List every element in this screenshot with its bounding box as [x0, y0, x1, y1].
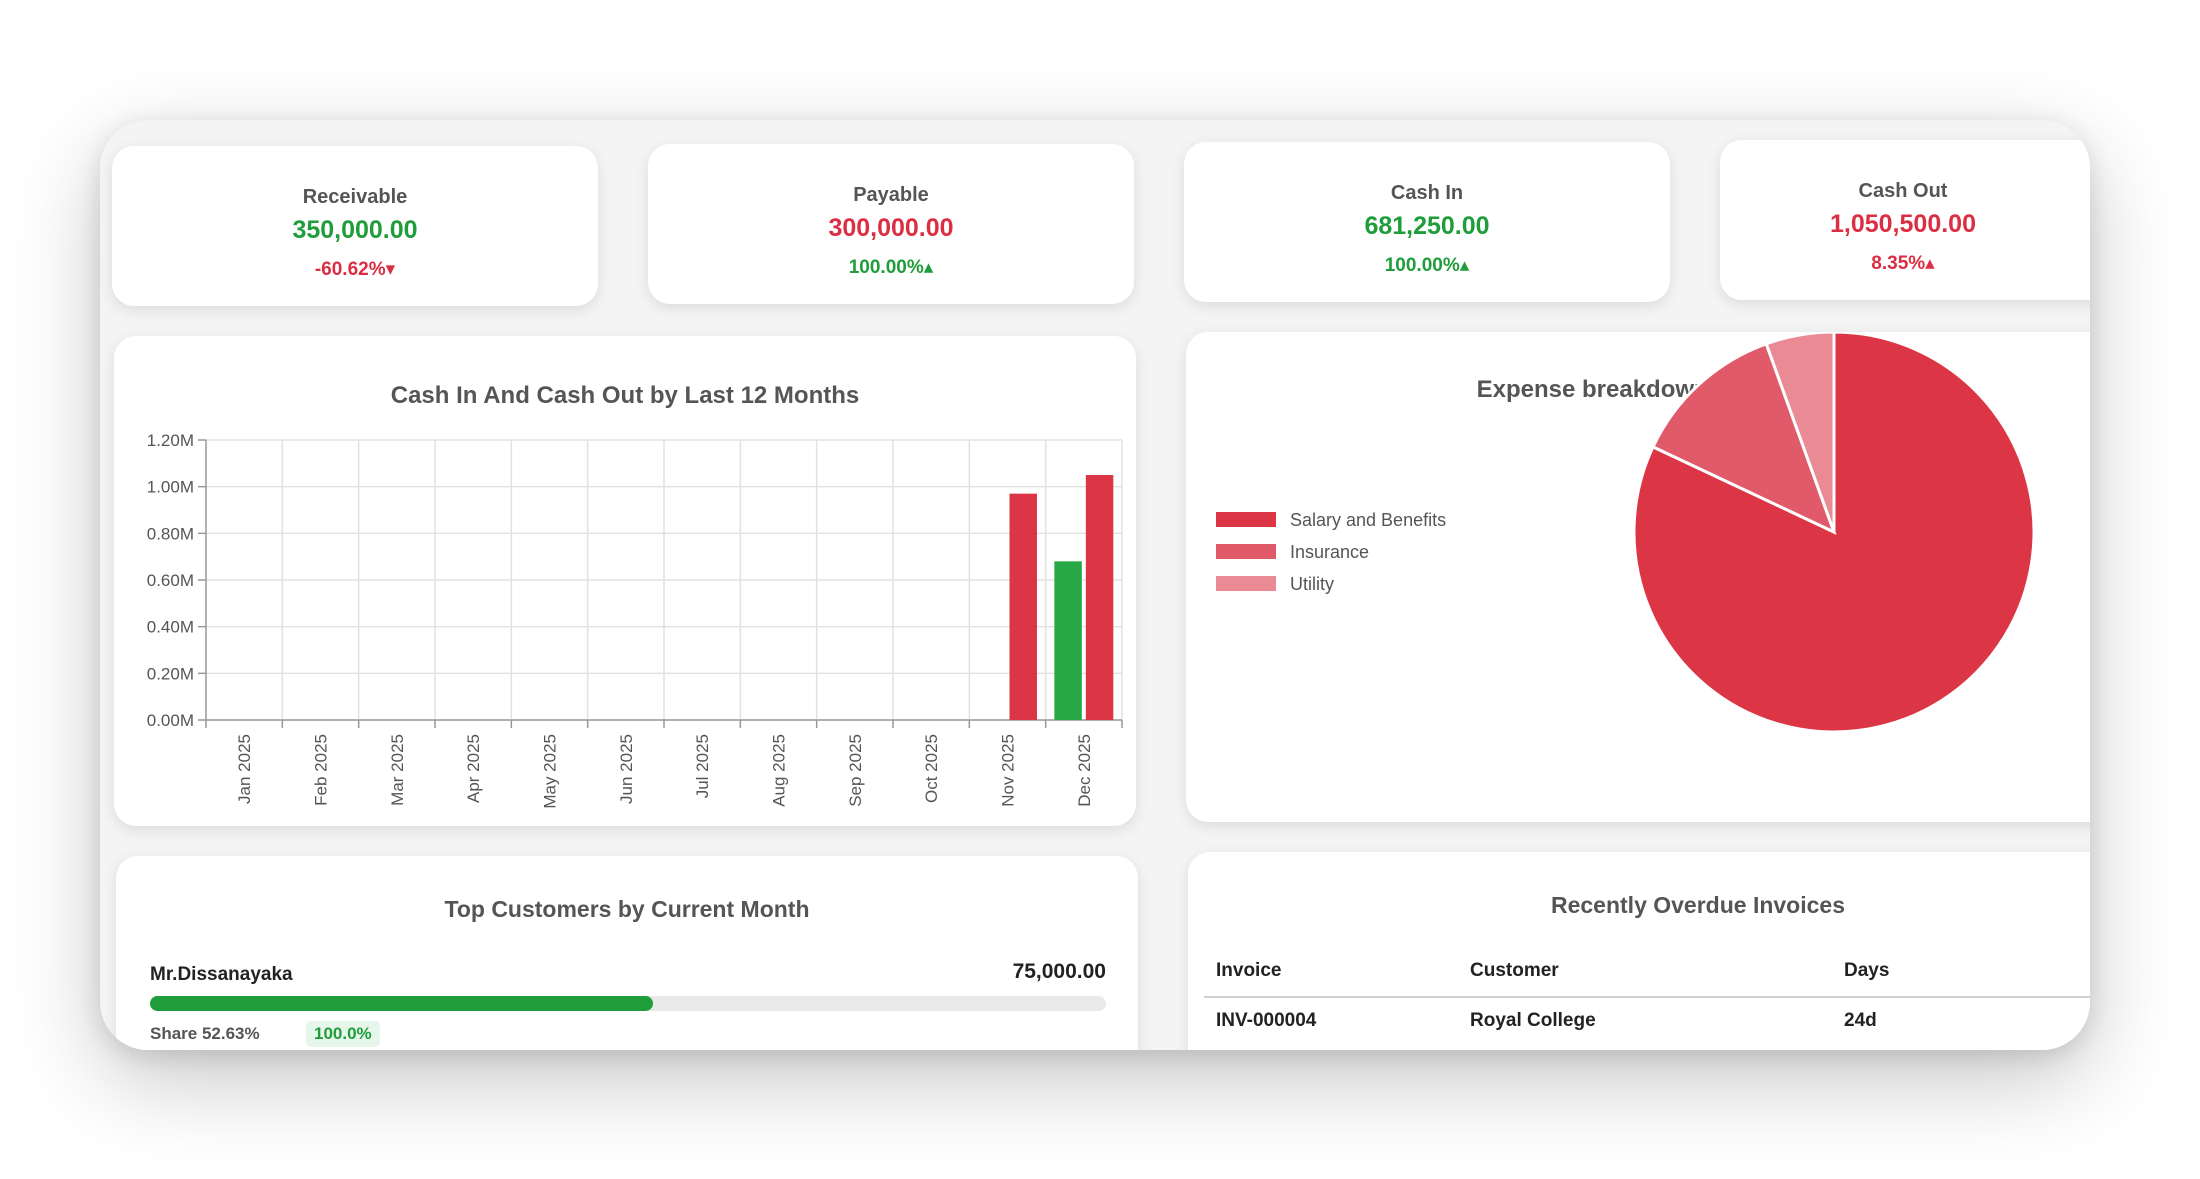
x-tick-label: Apr 2025	[464, 734, 483, 803]
x-tick-label: Feb 2025	[312, 734, 331, 806]
kpi-value: 350,000.00	[292, 216, 418, 244]
overdue-title: Recently Overdue Invoices	[1550, 892, 1845, 918]
expense-chart-card: Expense breakdown by Current Month Salar…	[1186, 332, 2090, 822]
legend-label: Utility	[1290, 574, 1334, 594]
kpi-change-value: -60.62%	[314, 259, 386, 280]
bar-chart: 0.00M 0.20M 0.40M 0.60M 0.80M 1.00M 1.20M Jan 2…	[147, 431, 1123, 809]
x-tick-label: Dec 2025	[1075, 734, 1094, 807]
top-customers-title: Top Customers by Current Month	[444, 896, 810, 922]
x-tick-label: Jul 2025	[693, 734, 712, 798]
kpi-change: 100.00%▴	[648, 256, 1134, 279]
days-overdue: 24d	[1844, 1010, 1877, 1031]
y-tick-label: 0.60M	[147, 571, 194, 590]
legend-label: Salary and Benefits	[1290, 510, 1446, 530]
kpi-card-cash-out[interactable]: Cash Out 1,050,500.00 8.35%▴	[1720, 140, 2090, 300]
cash-flow-chart-card: Cash In And Cash Out by Last 12 Months 0…	[114, 336, 1136, 826]
x-tick-label: Nov 2025	[999, 734, 1018, 807]
bar-cash-in	[1054, 561, 1082, 720]
x-tick-label: Aug 2025	[770, 734, 789, 807]
y-tick-label: 0.40M	[147, 618, 194, 637]
kpi-card-receivable[interactable]: Receivable 350,000.00 -60.62%▾	[112, 146, 598, 306]
kpi-change-value: 100.00%	[1384, 255, 1460, 276]
kpi-change-value: 100.00%	[848, 257, 924, 278]
legend-swatch	[1216, 576, 1276, 591]
kpi-change: 100.00%▴	[1184, 254, 1670, 277]
pie-slice-insurance	[1651, 341, 1837, 535]
y-tick-label: 0.20M	[147, 664, 194, 683]
kpi-value: 681,250.00	[1364, 212, 1490, 240]
kpi-title: Payable	[853, 184, 929, 206]
legend-label: Insurance	[1290, 542, 1369, 562]
chart-title: Cash In And Cash Out by Last 12 Months	[390, 382, 860, 409]
bar-cash-out	[1009, 493, 1037, 720]
y-tick-label: 1.20M	[147, 431, 194, 450]
kpi-title: Receivable	[302, 186, 408, 208]
x-tick-label: May 2025	[541, 734, 560, 809]
kpi-title: Cash In	[1390, 182, 1464, 204]
table-row[interactable]: INV-000004 Royal College 24d	[1204, 997, 2090, 1044]
customer-share: Share 52.63%	[150, 1024, 260, 1043]
x-tick-label: Sep 2025	[846, 734, 865, 807]
x-tick-label: Oct 2025	[922, 734, 941, 803]
kpi-card-cash-in[interactable]: Cash In 681,250.00 100.00%▴	[1184, 142, 1670, 302]
y-tick-label: 0.80M	[147, 524, 194, 543]
customer-name: Royal College	[1470, 1010, 1596, 1031]
kpi-change-value: 8.35%	[1871, 253, 1926, 274]
dashboard-frame: Receivable 350,000.00 -60.62%▾ Payable 3…	[100, 120, 2090, 1050]
column-header-invoice[interactable]: Invoice	[1204, 952, 1458, 998]
x-tick-label: Jan 2025	[235, 734, 254, 804]
share-progress-fill	[150, 996, 654, 1011]
caret-down-icon: ▾	[385, 259, 396, 280]
y-tick-label: 0.00M	[147, 711, 194, 730]
overdue-table: Invoice Customer Days INV-000004 Royal C…	[1204, 952, 2090, 1044]
column-header-days[interactable]: Days	[1832, 952, 2090, 998]
pie-chart: Salary and Benefits Insurance Utility	[1216, 332, 2036, 734]
top-customers-card: Top Customers by Current Month Mr.Dissan…	[116, 856, 1138, 1050]
kpi-change: 8.35%▴	[1720, 252, 2090, 275]
customer-name: Mr.Dissanayaka	[150, 964, 293, 985]
invoice-number[interactable]: INV-000004	[1216, 1010, 1317, 1031]
bar-cash-out	[1085, 475, 1114, 720]
share-progress-bar	[150, 996, 1106, 1011]
pie-slice-utility	[1764, 332, 1836, 533]
kpi-change: -60.62%▾	[112, 258, 598, 281]
customer-amount: 75,000.00	[1012, 960, 1106, 983]
caret-up-icon: ▴	[1925, 253, 1935, 274]
x-tick-label: Jun 2025	[617, 734, 636, 804]
column-header-customer[interactable]: Customer	[1458, 952, 1832, 998]
table-header-row: Invoice Customer Days	[1204, 952, 2090, 998]
caret-up-icon: ▴	[923, 257, 934, 278]
kpi-title: Cash Out	[1858, 180, 1948, 202]
y-tick-label: 1.00M	[147, 478, 194, 497]
status-badge: 100.0%	[306, 1021, 380, 1047]
overdue-invoices-card: Recently Overdue Invoices Invoice Custom…	[1188, 852, 2090, 1050]
kpi-value: 1,050,500.00	[1830, 210, 1976, 238]
legend-swatch	[1216, 544, 1276, 559]
kpi-value: 300,000.00	[828, 214, 954, 242]
kpi-card-payable[interactable]: Payable 300,000.00 100.00%▴	[648, 144, 1134, 304]
x-tick-label: Mar 2025	[388, 734, 407, 806]
legend-swatch	[1216, 512, 1276, 527]
caret-up-icon: ▴	[1459, 255, 1470, 276]
